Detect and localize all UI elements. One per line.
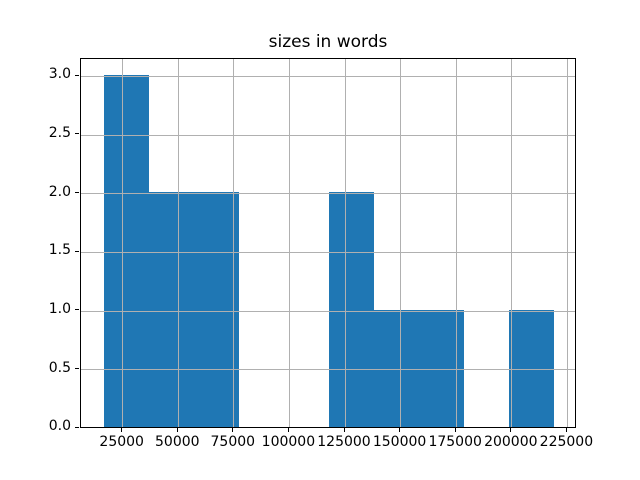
x-tick-mark bbox=[232, 428, 234, 433]
y-tick-mark bbox=[75, 133, 79, 135]
x-tick-label: 50000 bbox=[155, 434, 200, 451]
x-tick-label: 25000 bbox=[99, 434, 144, 451]
x-gridline bbox=[122, 59, 124, 427]
y-tick-mark bbox=[75, 368, 79, 369]
x-tick-label: 75000 bbox=[210, 434, 256, 451]
y-tick-label: 0.0 bbox=[48, 418, 71, 435]
x-tick-mark bbox=[510, 428, 512, 433]
x-gridline bbox=[455, 59, 457, 427]
histogram-bar bbox=[419, 309, 465, 427]
x-gridline bbox=[177, 59, 179, 427]
y-gridline bbox=[81, 369, 575, 371]
y-tick-label: 1.0 bbox=[48, 300, 71, 317]
y-tick-label: 3.0 bbox=[48, 66, 71, 83]
histogram-bar bbox=[374, 309, 420, 427]
x-tick-mark bbox=[176, 428, 178, 433]
y-tick-mark bbox=[75, 309, 79, 311]
y-tick-label: 2.0 bbox=[48, 183, 71, 200]
x-tick-label: 225000 bbox=[539, 434, 594, 451]
plot-area bbox=[80, 58, 576, 428]
y-gridline bbox=[81, 252, 575, 254]
x-tick-label: 125000 bbox=[317, 434, 371, 451]
histogram-bar bbox=[148, 192, 194, 427]
x-tick-mark bbox=[287, 428, 289, 433]
y-tick-mark bbox=[75, 426, 79, 428]
x-tick-mark bbox=[343, 428, 345, 433]
x-gridline bbox=[511, 59, 513, 427]
histogram-bar bbox=[509, 309, 555, 427]
x-gridline bbox=[400, 59, 402, 427]
x-gridline bbox=[288, 59, 290, 427]
y-tick-mark bbox=[75, 250, 79, 252]
x-tick-label: 100000 bbox=[261, 434, 316, 451]
x-tick-label: 175000 bbox=[428, 434, 482, 451]
y-tick-label: 1.5 bbox=[48, 242, 71, 259]
x-tick-mark bbox=[454, 428, 456, 433]
y-gridline bbox=[81, 193, 575, 195]
x-tick-label: 200000 bbox=[484, 434, 538, 451]
y-gridline bbox=[81, 76, 575, 78]
y-tick-mark bbox=[75, 74, 79, 76]
histogram-bar bbox=[193, 192, 239, 427]
x-tick-mark bbox=[565, 428, 567, 433]
chart-title: sizes in words bbox=[268, 32, 388, 52]
x-gridline bbox=[566, 59, 568, 427]
y-gridline bbox=[81, 310, 575, 312]
x-gridline bbox=[233, 59, 235, 427]
x-tick-mark bbox=[121, 428, 123, 433]
x-tick-label: 150000 bbox=[372, 434, 427, 451]
y-gridline bbox=[81, 134, 575, 136]
histogram-bar bbox=[329, 192, 375, 427]
y-tick-mark bbox=[75, 192, 79, 193]
y-tick-label: 0.5 bbox=[48, 359, 71, 376]
y-tick-label: 2.5 bbox=[48, 124, 71, 141]
x-gridline bbox=[344, 59, 346, 427]
histogram-bar bbox=[103, 75, 149, 427]
x-tick-mark bbox=[399, 428, 401, 433]
